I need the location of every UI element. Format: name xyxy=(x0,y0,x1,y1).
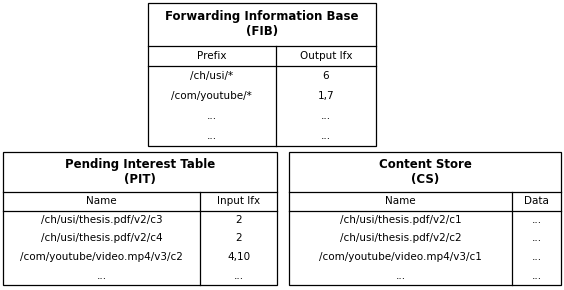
Text: /ch/usi/thesis.pdf/v2/c1: /ch/usi/thesis.pdf/v2/c1 xyxy=(340,215,461,225)
Text: /com/youtube/video.mp4/v3/c2: /com/youtube/video.mp4/v3/c2 xyxy=(20,252,183,262)
Text: Input Ifx: Input Ifx xyxy=(217,196,260,206)
Text: ...: ... xyxy=(233,271,244,281)
Text: /ch/usi/*: /ch/usi/* xyxy=(190,71,233,81)
Text: ...: ... xyxy=(207,131,217,141)
Text: 4,10: 4,10 xyxy=(227,252,250,262)
Text: ...: ... xyxy=(395,271,406,281)
Text: ...: ... xyxy=(207,111,217,121)
Text: 1,7: 1,7 xyxy=(318,91,334,101)
Bar xyxy=(148,3,376,146)
Text: 2: 2 xyxy=(235,233,242,243)
Text: /com/youtube/video.mp4/v3/c1: /com/youtube/video.mp4/v3/c1 xyxy=(319,252,482,262)
Text: ...: ... xyxy=(321,111,331,121)
Text: Output Ifx: Output Ifx xyxy=(299,51,352,61)
Bar xyxy=(3,152,277,285)
Text: ...: ... xyxy=(321,131,331,141)
Bar xyxy=(289,152,561,285)
Text: ...: ... xyxy=(531,271,541,281)
Text: Content Store
(CS): Content Store (CS) xyxy=(378,158,472,186)
Text: Pending Interest Table
(PIT): Pending Interest Table (PIT) xyxy=(65,158,215,186)
Text: ...: ... xyxy=(531,233,541,243)
Text: Name: Name xyxy=(385,196,416,206)
Text: Name: Name xyxy=(86,196,117,206)
Text: /ch/usi/thesis.pdf/v2/c4: /ch/usi/thesis.pdf/v2/c4 xyxy=(41,233,162,243)
Text: Data: Data xyxy=(524,196,549,206)
Text: /ch/usi/thesis.pdf/v2/c2: /ch/usi/thesis.pdf/v2/c2 xyxy=(340,233,461,243)
Text: /com/youtube/*: /com/youtube/* xyxy=(171,91,252,101)
Text: Forwarding Information Base
(FIB): Forwarding Information Base (FIB) xyxy=(165,10,359,39)
Text: ...: ... xyxy=(531,252,541,262)
Text: Prefix: Prefix xyxy=(197,51,227,61)
Text: ...: ... xyxy=(96,271,107,281)
Text: ...: ... xyxy=(531,215,541,225)
Text: 6: 6 xyxy=(323,71,329,81)
Text: /ch/usi/thesis.pdf/v2/c3: /ch/usi/thesis.pdf/v2/c3 xyxy=(41,215,162,225)
Text: 2: 2 xyxy=(235,215,242,225)
